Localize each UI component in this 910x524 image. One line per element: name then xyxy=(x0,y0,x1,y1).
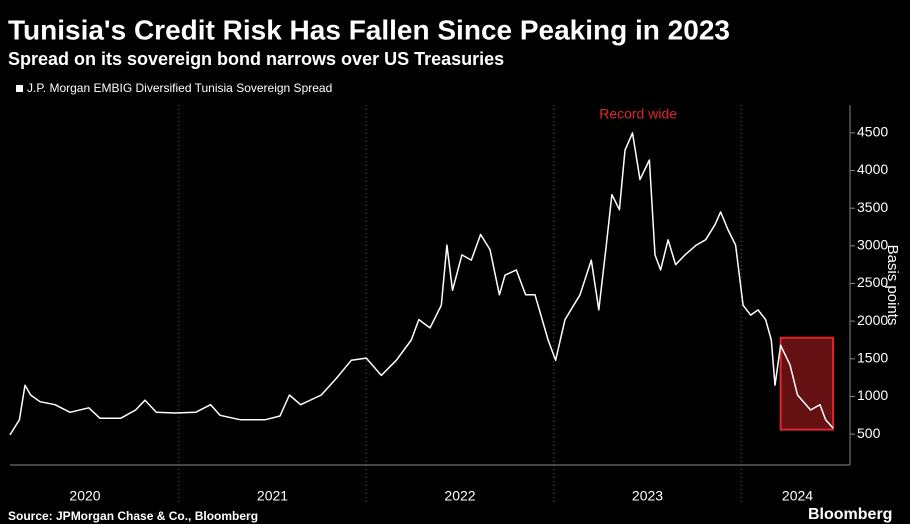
highlight-box xyxy=(779,336,835,431)
series-line xyxy=(9,132,834,436)
legend-swatch xyxy=(16,85,23,92)
x-tick-label: 2020 xyxy=(69,488,100,504)
annotation: Record wide xyxy=(599,105,677,121)
y-tick-label: 2000 xyxy=(857,312,888,328)
y-tick-label: 3000 xyxy=(857,237,888,253)
x-tick-label: 2021 xyxy=(257,488,288,504)
y-tick-label: 500 xyxy=(857,425,881,441)
y-tick-label: 2500 xyxy=(857,274,888,290)
brand: Bloomberg xyxy=(808,506,892,523)
y-tick-label: 4000 xyxy=(857,161,888,177)
x-tick-label: 2024 xyxy=(782,488,813,504)
chart-title: Tunisia's Credit Risk Has Fallen Since P… xyxy=(8,14,730,45)
y-tick-label: 1500 xyxy=(857,350,888,366)
y-tick-label: 1000 xyxy=(857,387,888,403)
x-tick-label: 2023 xyxy=(632,488,663,504)
y-tick-label: 3500 xyxy=(857,199,888,215)
y-axis-label: Basis points xyxy=(884,245,901,326)
chart-subtitle: Spread on its sovereign bond narrows ove… xyxy=(8,49,504,69)
source: Source: JPMorgan Chase & Co., Bloomberg xyxy=(8,509,258,523)
x-tick-label: 2022 xyxy=(444,488,475,504)
legend-label: J.P. Morgan EMBIG Diversified Tunisia So… xyxy=(27,81,332,95)
y-tick-label: 4500 xyxy=(857,124,888,140)
